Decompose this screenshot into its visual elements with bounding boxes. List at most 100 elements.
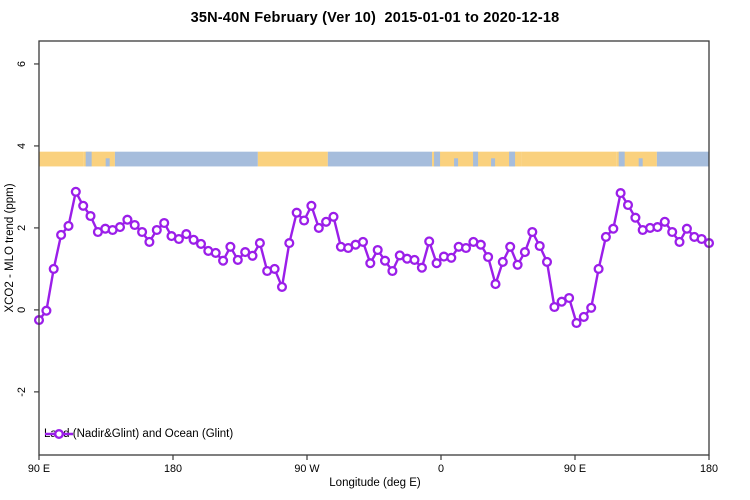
data-point — [159, 217, 170, 229]
x-tick-label: 180 — [700, 463, 718, 475]
data-point — [247, 250, 258, 261]
plot-box — [38, 40, 710, 456]
data-point — [291, 207, 302, 218]
band-segment-land — [39, 151, 84, 167]
data-point — [446, 252, 457, 263]
band-speckle-ocean — [638, 158, 643, 167]
data-point — [173, 233, 184, 245]
data-point — [357, 236, 369, 247]
data-point — [387, 265, 398, 277]
data-point — [674, 236, 685, 247]
data-point — [556, 296, 567, 307]
data-point — [512, 259, 523, 270]
band-speckle-ocean — [491, 158, 496, 167]
data-point — [527, 226, 538, 238]
data-point — [571, 317, 582, 329]
data-point — [475, 239, 486, 250]
data-point — [63, 220, 74, 231]
x-tick-label: 0 — [438, 463, 444, 475]
data-point — [652, 222, 663, 233]
data-point — [306, 200, 317, 211]
data-point — [519, 247, 530, 258]
data-point — [114, 222, 126, 233]
band-speckle-ocean — [473, 151, 479, 167]
data-point — [534, 240, 545, 252]
data-point — [210, 247, 221, 258]
band-segment-ocean — [114, 151, 258, 167]
data-point — [276, 281, 288, 292]
data-point — [321, 216, 332, 227]
data-point — [232, 254, 243, 265]
x-tick-label: 90 W — [294, 463, 320, 475]
band-speckle-ocean — [454, 158, 459, 167]
band-segment-ocean — [327, 151, 433, 167]
data-point — [659, 216, 670, 227]
data-point — [630, 212, 641, 223]
x-axis-label: Longitude (deg E) — [329, 477, 421, 489]
data-point — [122, 214, 133, 225]
data-point — [460, 242, 472, 254]
y-tick-label: 6 — [16, 61, 28, 67]
data-point — [151, 224, 162, 236]
band-speckle-ocean — [509, 151, 516, 167]
data-point — [586, 302, 597, 313]
data-point — [578, 311, 589, 322]
data-point — [696, 233, 707, 245]
data-point — [600, 231, 611, 242]
legend-label: Land (Nadir&Glint) and Ocean (Glint) — [44, 428, 234, 440]
data-point — [48, 263, 59, 274]
y-tick-label: 2 — [16, 225, 28, 231]
band-speckle-ocean — [434, 151, 441, 167]
data-point — [78, 200, 89, 211]
chart-title: 35N-40N February (Ver 10) 2015-01-01 to … — [190, 10, 560, 26]
data-point — [218, 255, 229, 266]
data-point — [490, 279, 501, 290]
data-point — [56, 229, 67, 240]
x-tick-label: 180 — [164, 463, 182, 475]
data-point — [70, 186, 81, 197]
data-point — [137, 226, 148, 238]
data-point — [144, 236, 155, 247]
x-tick-label: 90 E — [28, 463, 50, 475]
data-point — [431, 258, 442, 269]
data-point — [269, 263, 280, 274]
y-tick-label: -2 — [16, 387, 28, 397]
data-point — [549, 301, 560, 313]
data-point — [622, 199, 634, 211]
data-point — [379, 255, 391, 266]
x-tick-label: 90 E — [564, 463, 586, 475]
data-point — [284, 238, 295, 249]
y-axis-label: XCO2 - MLO trend (ppm) — [4, 183, 16, 313]
data-point — [188, 234, 199, 245]
band-segment-ocean — [656, 151, 709, 167]
band-speckle-ocean — [105, 158, 110, 167]
data-point — [195, 238, 207, 249]
data-point — [608, 223, 619, 234]
data-point — [667, 226, 678, 238]
legend-line-marker-icon — [45, 429, 73, 439]
data-point — [564, 292, 575, 304]
data-point — [85, 210, 96, 222]
data-line — [37, 190, 711, 325]
band-speckle-ocean — [85, 151, 92, 167]
data-point — [505, 241, 516, 252]
data-point — [41, 305, 52, 316]
data-point — [541, 256, 553, 267]
y-tick-label: 4 — [16, 143, 28, 149]
data-point — [424, 236, 435, 247]
data-point — [497, 256, 508, 267]
band-segment-mixed — [616, 151, 657, 167]
band-segment-land — [257, 151, 328, 167]
data-point — [129, 219, 140, 231]
data-point — [313, 222, 324, 233]
y-tick-label: 0 — [16, 307, 28, 313]
data-point — [372, 244, 383, 256]
data-point — [409, 254, 420, 265]
band-speckle-ocean — [618, 151, 625, 167]
data-point — [299, 215, 310, 226]
data-point — [365, 258, 376, 269]
data-point — [483, 251, 494, 263]
data-point — [593, 263, 604, 274]
